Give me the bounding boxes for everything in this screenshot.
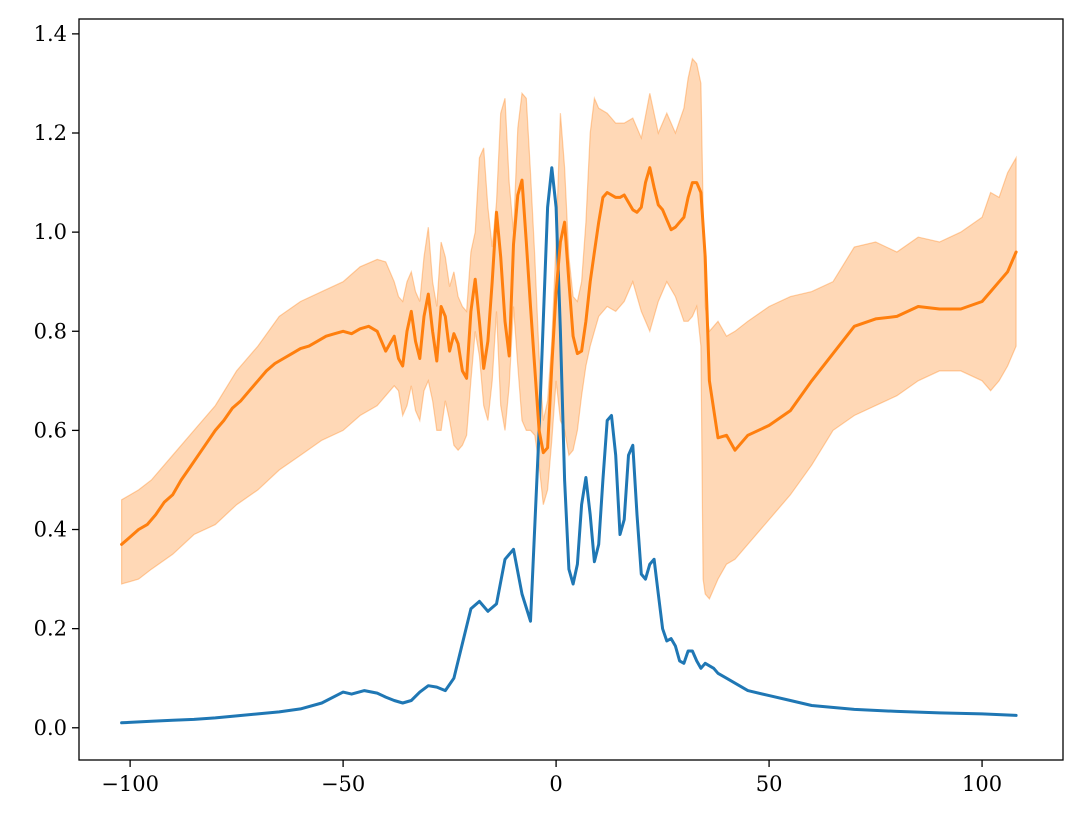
x-tick-label: 100 <box>962 772 1002 796</box>
confidence-band <box>121 57 1017 601</box>
y-tick-label: 1.0 <box>34 220 67 244</box>
x-tick-label: 0 <box>549 772 562 796</box>
band-area <box>121 57 1017 601</box>
series-2-line <box>120 166 1018 546</box>
y-tick-label: 1.2 <box>34 121 67 145</box>
y-tick-label: 0.6 <box>34 418 67 442</box>
y-tick-label: 0.4 <box>34 518 67 542</box>
y-tick-label: 0.0 <box>34 716 67 740</box>
y-tick-label: 0.2 <box>34 617 67 641</box>
y-axis: 0.0 0.2 0.4 0.6 0.8 1.0 1.2 1.4 <box>34 22 79 740</box>
x-tick-label: −50 <box>321 772 365 796</box>
y-tick-label: 1.4 <box>34 22 67 46</box>
series-lines <box>120 166 1018 725</box>
x-tick-label: −100 <box>101 772 159 796</box>
x-axis: −100 −50 0 50 100 <box>101 760 1002 796</box>
series-1-line <box>120 166 1018 725</box>
plot-frame <box>78 18 1064 761</box>
x-tick-label: 50 <box>756 772 783 796</box>
y-tick-label: 0.8 <box>34 319 67 343</box>
